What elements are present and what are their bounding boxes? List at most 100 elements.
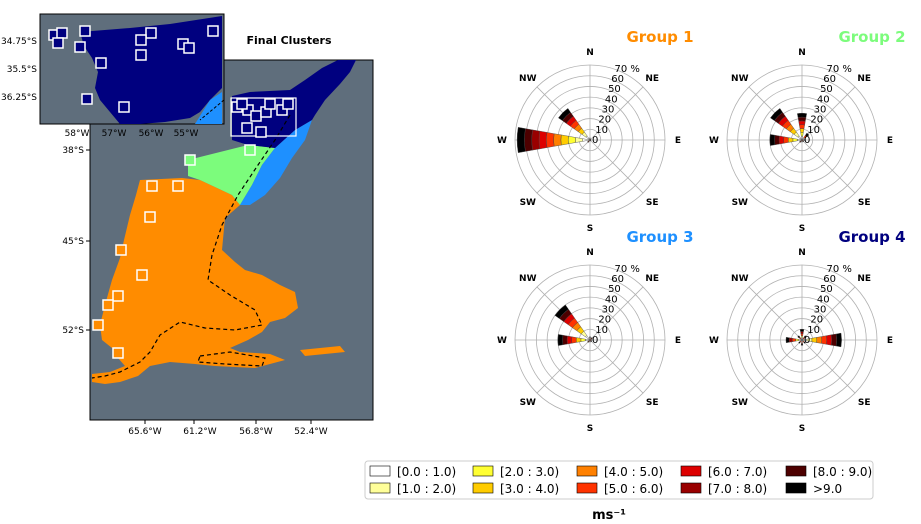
station-marker (115, 244, 127, 256)
station-marker (112, 347, 124, 359)
cluster-map: 65.6°W 61.2°W 56.8°W 52.4°W 38°S 45°S 52… (62, 34, 374, 437)
wind-rose-bar (590, 337, 593, 340)
radial-tick-label: 40 (605, 94, 618, 105)
wind-rose-bar (575, 337, 582, 343)
cluster-region-group1 (92, 178, 298, 384)
inset-y-ticks: 34.75°S 35.5°S 36.25°S (1, 37, 37, 103)
radial-tick-label: 60 (823, 74, 836, 85)
wind-rose-bar (798, 341, 801, 344)
station-marker (276, 104, 288, 116)
direction-label: S (587, 224, 593, 234)
angular-gridline (801, 86, 856, 141)
station-marker (244, 144, 256, 156)
inset-isobath (199, 99, 225, 121)
wind-rose-bar (571, 336, 577, 344)
station-marker (236, 98, 248, 110)
radial-tick-label: 40 (605, 294, 618, 305)
inset-y-tick: 35.5°S (7, 65, 38, 75)
legend-swatch (785, 482, 807, 494)
station-marker (255, 126, 267, 138)
station-marker (92, 319, 104, 331)
direction-label: W (497, 136, 507, 146)
radial-tick-label: 10 (807, 125, 820, 136)
wind-rose-bar (803, 335, 807, 339)
wind-rose-bar (560, 134, 569, 146)
radial-tick-label: 40 (817, 94, 830, 105)
inset-region-group3 (195, 92, 222, 124)
wind-rose-bar (580, 338, 586, 342)
wind-rose-bar (558, 108, 571, 121)
map-x-ticks: 65.6°W 61.2°W 56.8°W 52.4°W (128, 420, 328, 437)
legend-swatch (472, 465, 494, 477)
direction-label: NE (857, 74, 871, 84)
angular-gridline (801, 139, 856, 194)
inset-station-marker (79, 25, 91, 37)
radial-tick-label: 30 (814, 304, 827, 315)
inset-x-tick: 57°W (102, 129, 127, 139)
inset-y-tick: 34.75°S (1, 37, 37, 47)
station-markers (92, 98, 294, 359)
radial-tick-label: 50 (820, 284, 833, 295)
radial-tick-label: 10 (595, 125, 608, 136)
legend-label: [1.0 : 2.0) (397, 482, 456, 496)
wind-rose-bar (785, 336, 790, 344)
direction-label: SE (858, 398, 871, 408)
direction-label: NW (519, 274, 537, 284)
wind-rose-bar (567, 135, 576, 145)
inset-station-marker (207, 25, 219, 37)
map-x-tick: 56.8°W (239, 427, 273, 437)
station-marker (112, 290, 124, 302)
legend-label: >9.0 (813, 482, 842, 496)
direction-label: NE (857, 274, 871, 284)
direction-label: S (799, 224, 805, 234)
direction-label: N (586, 48, 594, 58)
legend-swatch (680, 482, 702, 494)
wind-rose-bar (800, 333, 804, 337)
direction-label: E (887, 136, 893, 146)
legend-label: [4.0 : 5.0) (604, 465, 663, 479)
speed-legend: [0.0 : 1.0) [1.0 : 2.0) [2.0 : 3.0) [3.0 : … (364, 460, 874, 500)
direction-label: SE (858, 198, 871, 208)
legend-label: [7.0 : 8.0) (708, 482, 767, 496)
wind-rose-bar (821, 335, 827, 345)
radial-tick-label: 20 (810, 115, 823, 126)
legend-label: [8.0 : 9.0) (813, 465, 872, 479)
wind-rose-bar (831, 333, 837, 347)
wind-rose-bar (826, 334, 832, 346)
station-marker (250, 110, 262, 122)
station-marker (136, 269, 148, 281)
wind-rose-bar (816, 336, 822, 344)
direction-label: W (709, 336, 719, 346)
map-y-ticks: 38°S 45°S 52°S (62, 146, 90, 336)
wind-rose-bar (589, 137, 591, 139)
direction-label: SW (520, 398, 536, 408)
map-title: Final Clusters (246, 34, 332, 47)
inset-station-marker (95, 57, 107, 69)
map-y-tick: 45°S (62, 237, 84, 247)
isobath-line (91, 114, 291, 379)
station-marker (241, 122, 253, 134)
wind-rose-bar (591, 339, 593, 341)
radial-tick-label: 10 (595, 325, 608, 336)
wind-rose-bar (587, 340, 590, 343)
angular-gridline (748, 286, 803, 341)
inset-x-tick: 58°W (65, 129, 90, 139)
legend-swatch (785, 465, 807, 477)
wind-rose-bar (799, 329, 805, 332)
wind-rose-bar (792, 338, 796, 342)
inset-station-marker (183, 42, 195, 54)
inset-station-marker (81, 93, 93, 105)
radial-tick-label: 0 (804, 335, 810, 346)
direction-label: S (799, 424, 805, 434)
radial-tick-label: 20 (598, 115, 611, 126)
legend-swatch (472, 482, 494, 494)
wind-rose-bar (835, 332, 842, 348)
radial-tick-label: 60 (611, 74, 624, 85)
station-marker (144, 211, 156, 223)
radial-tick-label: 50 (820, 84, 833, 95)
radial-tick-label: 0 (804, 135, 810, 146)
radial-tick-label: 10 (807, 325, 820, 336)
station-marker (264, 98, 276, 110)
map-y-tick: 38°S (62, 146, 84, 156)
